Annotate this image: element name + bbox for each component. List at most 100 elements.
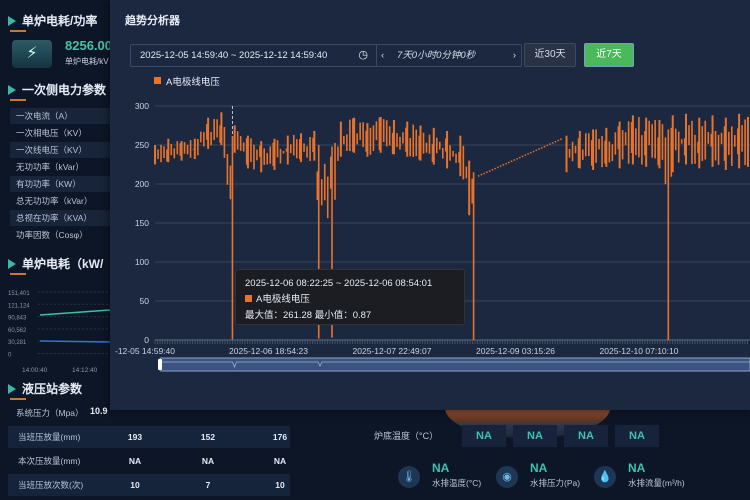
hydraulic-row: 当班压放次数(次) 10 7 10 [8, 474, 290, 496]
bottom-temp-value: NA [462, 425, 506, 447]
water-label: 水排流量(m³/h) [628, 478, 685, 488]
tooltip-series: A电极线电压 [256, 294, 310, 305]
legend-swatch [154, 77, 161, 84]
y-tick-label: 0 [144, 335, 149, 345]
row-label: 当班压放次数(次) [18, 480, 84, 490]
row-value: NA [201, 456, 215, 466]
mini-x-tick: 14:00:40 [22, 367, 48, 374]
triangle-icon [8, 84, 16, 95]
duration-stepper: ‹ 7天0小时0分钟0秒 › [377, 44, 522, 67]
trend-chart[interactable]: 300 250 200 150 100 50 0-12-05 14:59:40 2025-12… [110, 0, 750, 410]
y-tick-label: 150 [135, 218, 149, 228]
param-row: 有功功率（KW） [10, 176, 110, 192]
mini-y-tick: 90,843 [8, 316, 27, 322]
data-zoom-slider[interactable] [159, 357, 750, 372]
row-label: 本次压放量(mm) [18, 456, 81, 466]
mini-y-tick: 60,562 [8, 328, 27, 334]
divider [10, 398, 26, 400]
x-tick-label: 2025-12-06 18:54:23 [229, 346, 308, 356]
param-row: 一次电流（A） [10, 108, 110, 124]
power-value: 8256.00 [65, 38, 112, 53]
y-tick-label: 100 [135, 257, 149, 267]
y-tick-label: 50 [140, 296, 150, 306]
water-value: NA [432, 461, 450, 475]
divider [10, 30, 26, 32]
water-label: 水排温度(°C) [432, 478, 482, 488]
gap-line [477, 138, 563, 177]
date-range-picker[interactable]: 2025-12-05 14:59:40 ~ 2025-12-12 14:59:4… [130, 44, 377, 67]
gauge-icon: ◉ [496, 466, 518, 488]
mini-x-tick: 14:12:40 [72, 367, 98, 374]
y-tick-label: 300 [135, 101, 149, 111]
mini-y-tick: 30,281 [8, 340, 27, 346]
last-30-days-button[interactable]: 近30天 [524, 43, 576, 67]
hydraulic-title: 液压站参数 [22, 382, 83, 396]
duration-value: 7天0小时0分钟0秒 [397, 50, 476, 61]
param-row: 一次相电压（KV） [10, 125, 110, 141]
mini-y-tick: 0 [8, 353, 12, 359]
row-value: 176 [272, 432, 288, 442]
param-label: 无功功率（kVar） [16, 162, 84, 172]
mini-y-tick: 121,124 [8, 303, 30, 309]
row-value: 152 [200, 432, 216, 442]
next-chevron-icon[interactable]: › [512, 50, 516, 61]
bottom-temp-value: NA [615, 425, 659, 447]
x-tick-label: 2025-12-10 07:10:10 [600, 346, 679, 356]
system-pressure-value: 10.9 [90, 406, 108, 416]
hydraulic-row: 本次压放量(mm) NA NA NA [8, 450, 290, 472]
power-label: 单炉电耗/kV [65, 57, 109, 66]
x-tick-label: -12-05 14:59:40 [115, 346, 175, 356]
bottom-temp-value: NA [564, 425, 608, 447]
hydraulic-row: 当班压放量(mm) 193 152 176 [8, 426, 290, 448]
param-label: 一次电流（A） [16, 111, 73, 121]
x-tick-label: 2025-12-07 22:49:07 [353, 346, 432, 356]
tooltip-stats: 最大值：261.28 最小值：0.87 [245, 310, 372, 321]
x-tick-label: 2025-12-09 03:15:26 [476, 346, 555, 356]
tooltip-swatch [245, 295, 252, 302]
param-label: 总视在功率（KVA） [16, 213, 92, 223]
row-value: 193 [127, 432, 143, 442]
y-tick-label: 200 [135, 179, 149, 189]
consumption-title: 单炉电耗（kW/ [22, 257, 104, 271]
mini-series-line [39, 340, 110, 343]
param-row: 总无功功率（kVar） [10, 193, 110, 209]
param-row: 无功功率（kVar） [10, 159, 110, 175]
param-row: 一次线电压（KV） [10, 142, 110, 158]
param-label: 总无功功率（kVar） [16, 196, 93, 206]
triangle-icon [8, 258, 16, 269]
divider [10, 99, 26, 101]
prev-chevron-icon[interactable]: ‹ [381, 50, 385, 61]
param-row: 功率因数（Cosφ） [10, 227, 110, 243]
water-value: NA [628, 461, 646, 475]
mini-chart: 151,401 121,124 90,843 60,562 30,281 0 14:00:4… [8, 291, 110, 374]
row-label: 当班压放量(mm) [18, 432, 81, 442]
triangle-icon [8, 383, 16, 394]
mini-series-line [39, 309, 110, 316]
param-label: 一次线电压（KV） [16, 145, 87, 155]
y-tick-label: 250 [135, 140, 149, 150]
param-label: 功率因数（Cosφ） [16, 230, 88, 240]
row-value: NA [128, 456, 142, 466]
param-label: 一次相电压（KV） [16, 128, 87, 138]
lightning-icon: ⚡ [12, 40, 52, 68]
chart-tooltip: 2025-12-06 08:22:25 ~ 2025-12-06 08:54:0… [235, 269, 465, 325]
param-label: 有功功率（KW） [16, 179, 81, 189]
trend-analyzer-dialog: 趋势分析器 2025-12-05 14:59:40 ~ 2025-12-12 1… [110, 0, 750, 410]
last-7-days-button[interactable]: 近7天 [584, 43, 634, 67]
bottom-temp-value: NA [513, 425, 557, 447]
legend-label[interactable]: A电极线电压 [166, 77, 220, 88]
slider-handle[interactable] [158, 359, 162, 370]
thermometer-icon: 🌡 [398, 466, 420, 488]
row-value: 10 [275, 480, 285, 490]
primary-title: 一次侧电力参数 [22, 83, 107, 97]
slider-preview-line [160, 361, 750, 369]
triangle-icon [8, 15, 16, 26]
param-row: 总视在功率（KVA） [10, 210, 110, 226]
clock-icon: ◷ [358, 49, 368, 61]
system-pressure-label: 系统压力（Mpa） [16, 408, 84, 418]
tooltip-time: 2025-12-06 08:22:25 ~ 2025-12-06 08:54:0… [245, 278, 433, 289]
row-value: 7 [205, 480, 211, 490]
row-value: 10 [130, 480, 140, 490]
dialog-title: 趋势分析器 [125, 15, 180, 27]
date-range-value: 2025-12-05 14:59:40 ~ 2025-12-12 14:59:4… [140, 50, 328, 61]
